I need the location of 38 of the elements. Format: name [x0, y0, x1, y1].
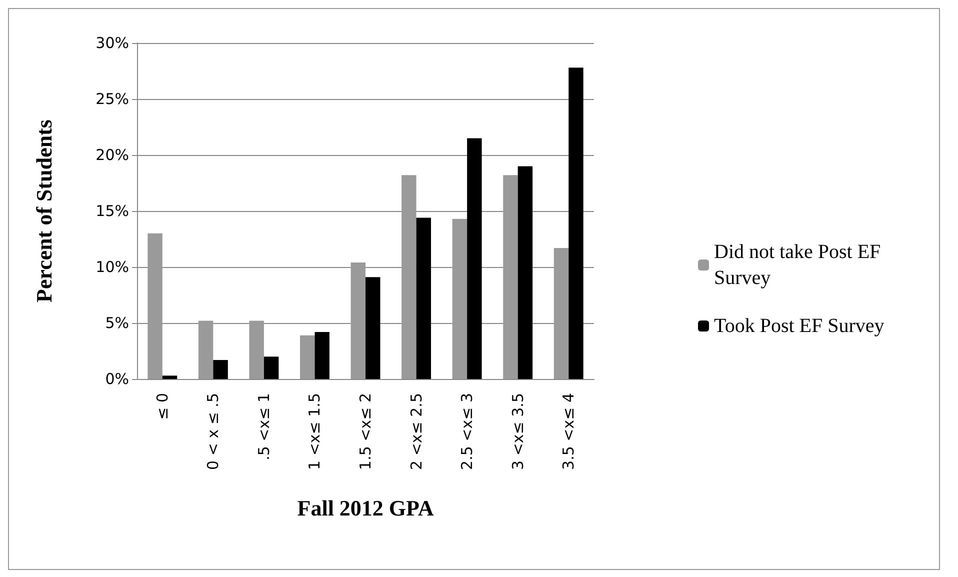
bar: [554, 248, 569, 379]
y-tick-label: 15%: [96, 202, 129, 220]
bar: [402, 175, 416, 379]
y-tick-label: 30%: [96, 34, 129, 52]
y-axis-title: Percent of Students: [32, 119, 56, 302]
y-tick-label: 20%: [96, 146, 129, 164]
bar: [416, 218, 432, 379]
bar: [452, 218, 468, 379]
bar: [249, 320, 264, 379]
x-tick-label: ≤ 0: [153, 393, 172, 420]
x-tick-label: .5 <x≤ 1: [254, 393, 273, 460]
x-tick-label: 2 <x≤ 2.5: [407, 393, 426, 470]
bar: [162, 376, 178, 379]
y-tick-label: 10%: [96, 258, 129, 276]
bar: [198, 320, 214, 379]
y-tick-label: 25%: [96, 90, 129, 108]
bar: [518, 166, 533, 379]
x-tick-label: 3.5 <x≤ 4: [560, 393, 578, 470]
x-tick-label: 1.5 <x≤ 2: [356, 393, 374, 470]
bar: [300, 335, 315, 379]
bar: [213, 360, 228, 379]
x-tick-label: 0 < x ≤ .5: [204, 393, 222, 470]
bar: [264, 356, 279, 379]
bar: [503, 175, 518, 379]
x-tick-label: 3 <x≤ 3.5: [508, 393, 527, 470]
bar: [366, 277, 380, 379]
bar: [568, 68, 584, 379]
x-tick-label: 1 <x≤ 1.5: [306, 393, 324, 470]
y-tick-label: 0%: [105, 370, 129, 388]
legend-label: Did not take Post EF Survey: [714, 241, 886, 289]
y-tick-label: 5%: [105, 314, 129, 332]
bar: [148, 233, 162, 379]
legend-label: Took Post EF Survey: [714, 315, 884, 337]
x-axis-title: Fall 2012 GPA: [297, 496, 434, 520]
x-tick-label: 2.5 <x≤ 3: [458, 393, 476, 470]
bar: [467, 138, 482, 379]
bar: [350, 262, 366, 379]
bar: [314, 332, 330, 379]
